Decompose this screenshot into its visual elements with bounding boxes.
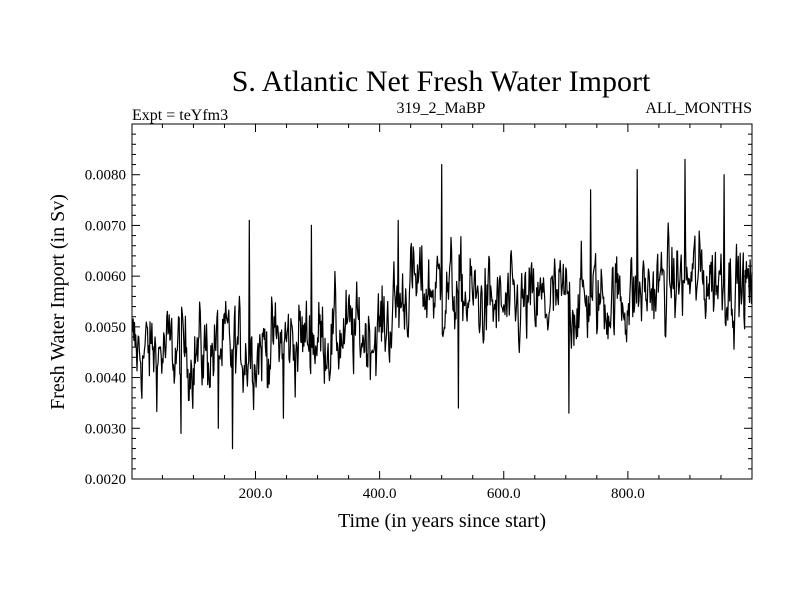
months-label: ALL_MONTHS bbox=[645, 100, 752, 117]
experiment-label: Expt = teYfm3 bbox=[132, 107, 228, 124]
chart-title: S. Atlantic Net Fresh Water Import bbox=[232, 65, 651, 98]
y-tick-label: 0.0040 bbox=[85, 371, 126, 387]
y-tick-label: 0.0030 bbox=[85, 421, 126, 437]
x-tick-label: 600.0 bbox=[487, 486, 521, 502]
x-tick-label: 200.0 bbox=[239, 486, 273, 502]
y-tick-label: 0.0060 bbox=[85, 269, 126, 285]
series-line bbox=[131, 158, 753, 450]
y-tick-label: 0.0080 bbox=[85, 168, 126, 184]
y-axis: 0.0020 0.0030 0.0040 0.0050 0.0060 0.0070 0.00… bbox=[85, 133, 752, 488]
y-tick-label: 0.0020 bbox=[85, 472, 126, 488]
y-axis-label: Fresh Water Import (in Sv) bbox=[47, 194, 69, 410]
run-label: 319_2_MaBP bbox=[397, 100, 486, 117]
x-tick-label: 400.0 bbox=[363, 486, 397, 502]
y-tick-label: 0.0070 bbox=[85, 218, 126, 234]
y-tick-label: 0.0050 bbox=[85, 320, 126, 336]
x-axis: 200.0 400.0 600.0 800.0 bbox=[161, 124, 722, 502]
x-axis-label: Time (in years since start) bbox=[338, 510, 546, 532]
x-tick-label: 800.0 bbox=[611, 486, 645, 502]
